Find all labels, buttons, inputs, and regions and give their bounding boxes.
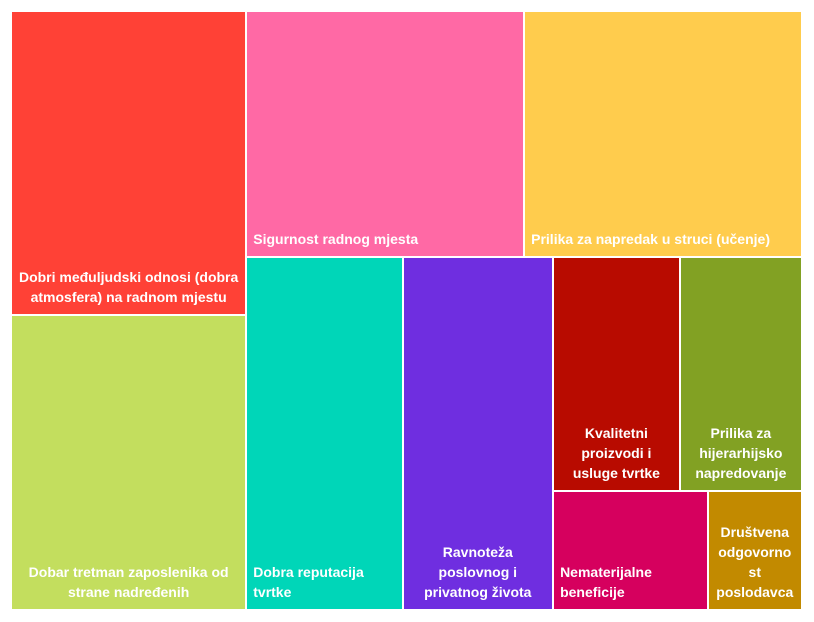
treemap-tile: Ravnoteža poslovnog i privatnog života bbox=[403, 258, 553, 609]
tile-label: Dobar tretman zaposlenika od strane nadr… bbox=[28, 563, 229, 600]
tile-label: Dobri međuljudski odnosi (dobra atmosfer… bbox=[18, 268, 239, 305]
treemap-tile: Društvena odgovornost poslodavca bbox=[708, 492, 801, 609]
treemap-tile: Dobar tretman zaposlenika od strane nadr… bbox=[12, 315, 246, 609]
tile-label: Ravnoteža poslovnog i privatnog života bbox=[424, 543, 532, 600]
tile-label: Dobra reputacija tvrtke bbox=[253, 563, 364, 600]
tile-label: Prilika za hijerarhijsko napredovanje bbox=[695, 425, 787, 482]
tile-label: Nematerijalne beneficije bbox=[560, 563, 652, 600]
tile-label: Društvena odgovornost poslodavca bbox=[716, 523, 794, 600]
treemap-tile: Dobra reputacija tvrtke bbox=[247, 258, 402, 609]
treemap-tile: Prilika za hijerarhijsko napredovanje bbox=[680, 258, 801, 491]
treemap-tile: Prilika za napredak u struci (učenje) bbox=[525, 12, 801, 257]
tile-label: Kvalitetni proizvodi i usluge tvrtke bbox=[572, 425, 660, 482]
treemap-tile: Dobri međuljudski odnosi (dobra atmosfer… bbox=[12, 12, 246, 314]
treemap-tile: Sigurnost radnog mjesta bbox=[247, 12, 524, 257]
treemap-tile: Kvalitetni proizvodi i usluge tvrtke bbox=[554, 258, 679, 491]
tile-label: Sigurnost radnog mjesta bbox=[253, 231, 419, 248]
treemap-tile: Nematerijalne beneficije bbox=[554, 492, 707, 609]
tile-label: Prilika za napredak u struci (učenje) bbox=[531, 231, 770, 248]
